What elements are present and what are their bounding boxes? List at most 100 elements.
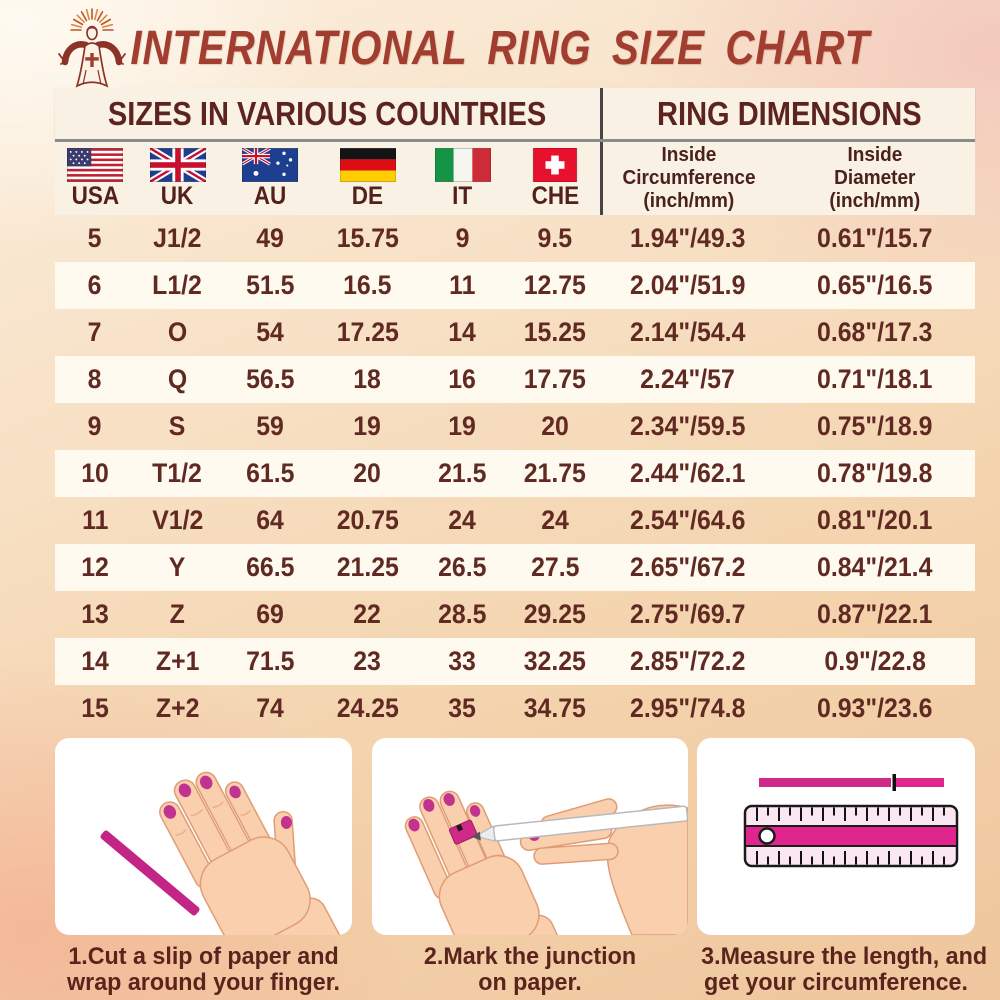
column-label-che: CHE <box>531 182 579 210</box>
cell-inside-circumference: 2.95"/74.8 <box>629 693 746 723</box>
size-table-body: 5 J1/2 49 15.75 9 9.5 1.94"/49.3 0.61"/1… <box>55 215 975 732</box>
cell-au-size: 64 <box>256 505 284 535</box>
table-row: 8 Q 56.5 18 16 17.75 2.24"/57 0.71"/18.1 <box>55 356 975 403</box>
column-header-uk: UK <box>135 142 220 215</box>
column-label-it: IT <box>452 182 473 210</box>
cell-de-size: 20 <box>353 458 382 488</box>
cell-it-size: 21.5 <box>438 458 487 488</box>
instruction-step-3: 3.Measure the length, and get your circu… <box>697 738 987 996</box>
instruction-1-panel <box>55 738 352 935</box>
cell-usa-size: 7 <box>88 317 102 347</box>
column-label-au: AU <box>253 182 287 210</box>
cell-de-size: 21.25 <box>336 552 399 582</box>
column-header-che: CHE <box>510 142 600 215</box>
cell-inside-diameter: 0.65"/16.5 <box>817 270 933 300</box>
cell-inside-circumference: 2.75"/69.7 <box>629 599 746 629</box>
cell-it-size: 33 <box>448 646 477 676</box>
cell-au-size: 69 <box>256 599 284 629</box>
cell-uk-size: Q <box>167 364 188 394</box>
instruction-2-panel <box>372 738 688 935</box>
table-row: 6 L1/2 51.5 16.5 11 12.75 2.04"/51.9 0.6… <box>55 262 975 309</box>
column-label-uk: UK <box>161 182 194 210</box>
cell-usa-size: 13 <box>81 599 109 629</box>
section-header-dimensions: RING DIMENSIONS <box>600 88 975 139</box>
cell-inside-circumference: 2.85"/72.2 <box>629 646 746 676</box>
cell-che-size: 34.75 <box>523 693 587 723</box>
cell-inside-diameter: 0.78"/19.8 <box>817 458 933 488</box>
cell-usa-size: 5 <box>88 223 102 253</box>
cell-che-size: 9.5 <box>537 223 573 253</box>
column-header-au: AU <box>220 142 320 215</box>
column-label-usa: USA <box>71 182 119 210</box>
cell-inside-diameter: 0.84"/21.4 <box>817 552 933 582</box>
switzerland-flag-icon <box>532 148 578 182</box>
instruction-step-2: 2.Mark the junction on paper. <box>372 738 688 996</box>
cell-au-size: 66.5 <box>245 552 295 582</box>
cell-inside-circumference: 2.14"/54.4 <box>629 317 746 347</box>
table-row: 11 V1/2 64 20.75 24 24 2.54"/64.6 0.81"/… <box>55 497 975 544</box>
column-label-de: DE <box>351 182 384 210</box>
cell-inside-circumference: 2.24"/57 <box>640 364 735 394</box>
cell-inside-circumference: 2.65"/67.2 <box>629 552 746 582</box>
cell-inside-circumference: 1.94"/49.3 <box>629 223 746 253</box>
cell-au-size: 49 <box>256 223 284 253</box>
hand-with-paper-slip-illustration <box>100 771 352 935</box>
cell-uk-size: Y <box>169 552 186 582</box>
cell-inside-diameter: 0.87"/22.1 <box>817 599 933 629</box>
cell-che-size: 17.75 <box>523 364 587 394</box>
table-column-headers: USA UK <box>55 142 975 215</box>
cell-inside-diameter: 0.61"/15.7 <box>817 223 933 253</box>
cell-au-size: 56.5 <box>245 364 295 394</box>
cell-it-size: 35 <box>448 693 477 723</box>
hands-marking-paper-with-pen-illustration <box>404 790 688 935</box>
cell-inside-circumference: 2.34"/59.5 <box>629 411 746 441</box>
cell-usa-size: 12 <box>81 552 109 582</box>
cell-usa-size: 15 <box>81 693 109 723</box>
cell-it-size: 16 <box>448 364 477 394</box>
cell-au-size: 61.5 <box>245 458 295 488</box>
instruction-2-caption: 2.Mark the junction on paper. <box>372 944 688 996</box>
table-row: 12 Y 66.5 21.25 26.5 27.5 2.65"/67.2 0.8… <box>55 544 975 591</box>
cell-au-size: 74 <box>256 693 284 723</box>
table-row: 9 S 59 19 19 20 2.34"/59.5 0.75"/18.9 <box>55 403 975 450</box>
caption-line: 1.Cut a slip of paper and <box>68 943 339 970</box>
cell-de-size: 19 <box>353 411 382 441</box>
cell-inside-diameter: 0.9"/22.8 <box>824 646 926 676</box>
cell-de-size: 24.25 <box>336 693 399 723</box>
cell-au-size: 71.5 <box>245 646 295 676</box>
table-row: 13 Z 69 22 28.5 29.25 2.75"/69.7 0.87"/2… <box>55 591 975 638</box>
cell-it-size: 19 <box>448 411 477 441</box>
jesus-rays-logo-icon <box>58 8 126 88</box>
instruction-step-1: 1.Cut a slip of paper and wrap around yo… <box>55 738 352 996</box>
cell-uk-size: J1/2 <box>153 223 202 253</box>
cell-au-size: 54 <box>256 317 284 347</box>
column-header-inside-circumference: Inside Circumference (inch/mm) <box>600 142 775 215</box>
germany-flag-icon <box>339 148 396 182</box>
cell-it-size: 9 <box>455 223 470 253</box>
circumference-header-line: Inside <box>661 144 717 166</box>
circumference-header-line: Circumference <box>622 167 756 189</box>
cell-inside-circumference: 2.04"/51.9 <box>629 270 746 300</box>
diameter-header-line: Diameter <box>834 167 916 189</box>
table-row: 10 T1/2 61.5 20 21.5 21.75 2.44"/62.1 0.… <box>55 450 975 497</box>
table-row: 5 J1/2 49 15.75 9 9.5 1.94"/49.3 0.61"/1… <box>55 215 975 262</box>
size-table: SIZES IN VARIOUS COUNTRIES RING DIMENSIO… <box>55 88 975 732</box>
cell-inside-circumference: 2.54"/64.6 <box>629 505 746 535</box>
cell-che-size: 12.75 <box>523 270 587 300</box>
instruction-3-caption: 3.Measure the length, and get your circu… <box>697 944 987 996</box>
cell-inside-diameter: 0.71"/18.1 <box>817 364 933 394</box>
diameter-header-line: (inch/mm) <box>829 190 921 212</box>
cell-che-size: 20 <box>541 411 569 441</box>
cell-usa-size: 11 <box>81 505 109 535</box>
section-header-dimensions-label: RING DIMENSIONS <box>656 94 922 132</box>
cell-che-size: 21.75 <box>523 458 587 488</box>
table-row: 15 Z+2 74 24.25 35 34.75 2.95"/74.8 0.93… <box>55 685 975 732</box>
cell-che-size: 29.25 <box>523 599 587 629</box>
table-section-headers: SIZES IN VARIOUS COUNTRIES RING DIMENSIO… <box>55 88 975 142</box>
cell-che-size: 24 <box>541 505 569 535</box>
caption-line: get your circumference. <box>704 969 968 996</box>
cell-de-size: 16.5 <box>343 270 392 300</box>
cell-uk-size: V1/2 <box>151 505 204 535</box>
cell-de-size: 23 <box>353 646 382 676</box>
uk-flag-icon <box>149 148 206 182</box>
